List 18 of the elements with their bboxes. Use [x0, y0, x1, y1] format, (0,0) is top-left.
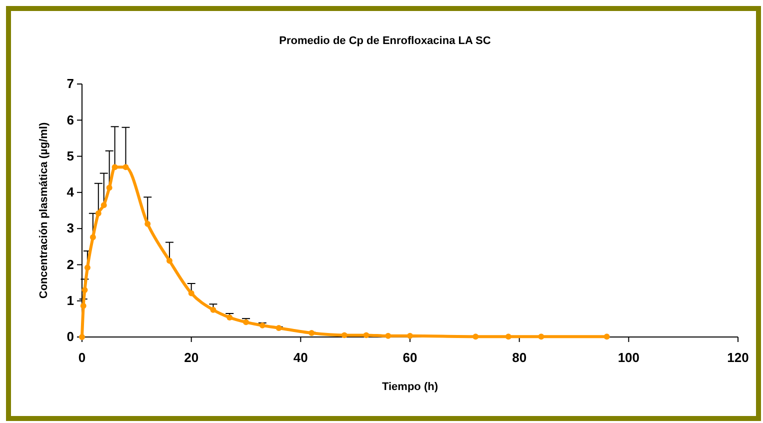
x-tick-label: 80 — [512, 350, 527, 365]
chart-title: Promedio de Cp de Enrofloxacina LA SC — [279, 35, 491, 47]
y-tick-label: 3 — [66, 220, 74, 236]
y-tick-label: 7 — [66, 76, 74, 92]
y-tick-label: 1 — [66, 293, 74, 308]
y-tick-label: 5 — [66, 148, 74, 164]
y-tick-label: 2 — [66, 256, 74, 272]
x-axis-title: Tiempo (h) — [382, 381, 438, 393]
x-tick-label: 20 — [184, 350, 199, 365]
y-tick-label: 6 — [66, 112, 74, 128]
y-axis-title: Concentración plasmática (µg/ml) — [38, 122, 50, 299]
y-tick-label: 0 — [66, 329, 74, 344]
x-tick-label: 100 — [618, 350, 640, 365]
y-tick-label: 4 — [66, 184, 75, 200]
x-tick-label: 120 — [727, 350, 749, 365]
x-tick-label: 0 — [78, 350, 86, 365]
x-tick-label: 40 — [293, 350, 308, 365]
x-tick-label: 60 — [402, 350, 418, 365]
